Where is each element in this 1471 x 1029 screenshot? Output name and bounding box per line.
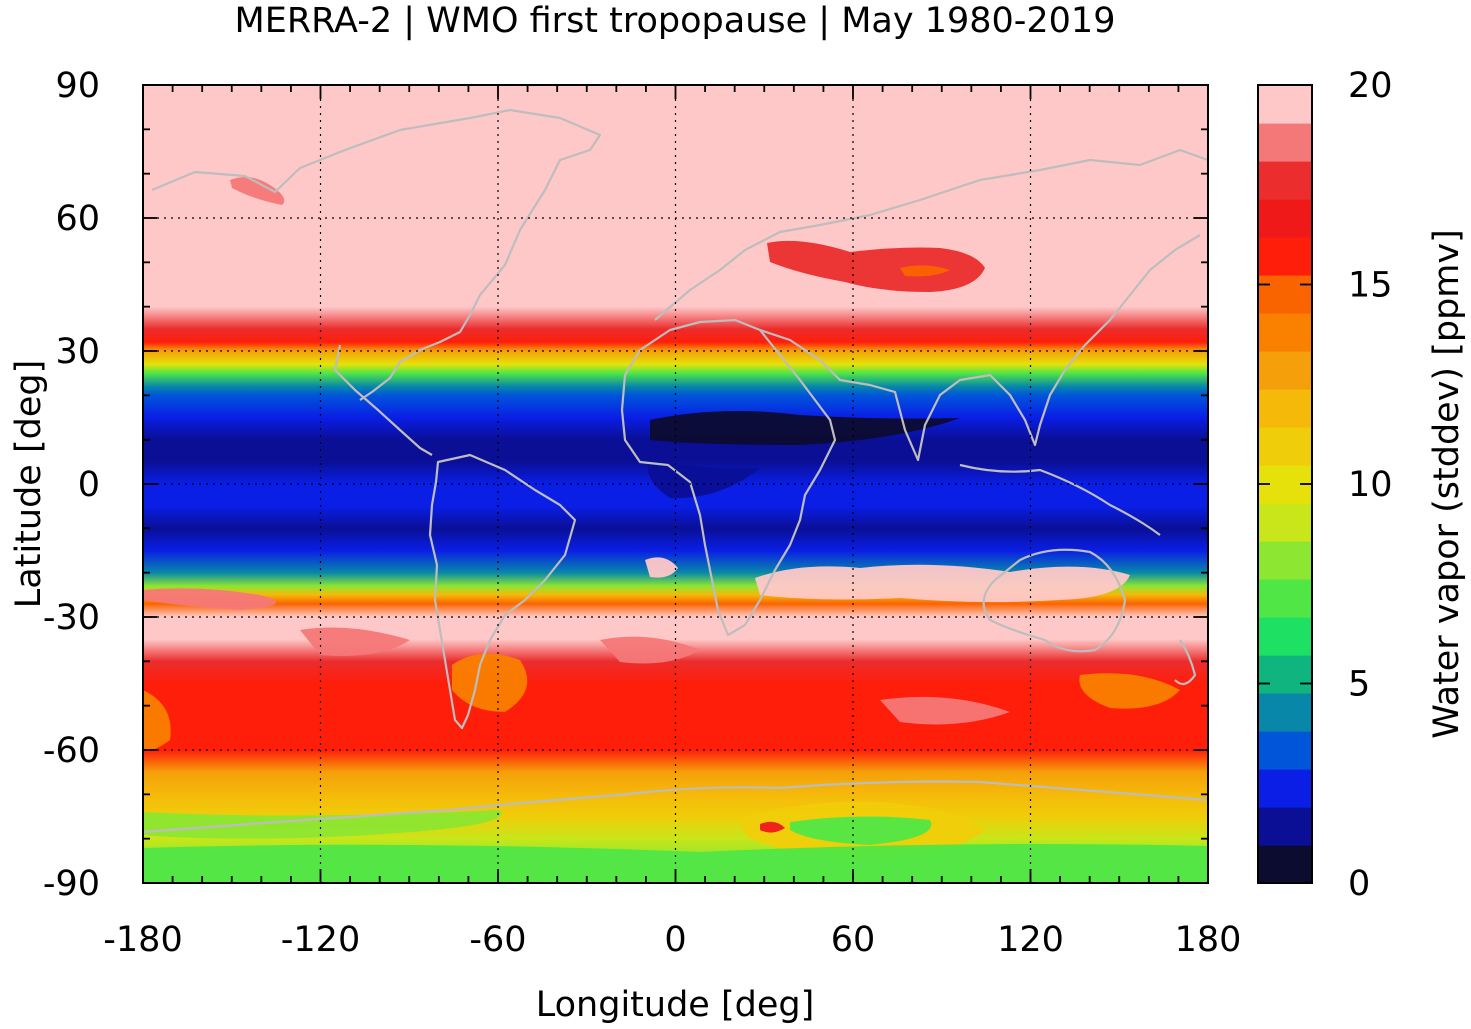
heatmap-feature xyxy=(1079,673,1180,709)
heatmap-feature xyxy=(648,460,760,499)
coastline xyxy=(982,548,1127,653)
heatmap-feature xyxy=(760,821,785,833)
colorbar-tick-label: 5 xyxy=(1348,665,1370,705)
colorbar-swatch xyxy=(1258,503,1312,542)
colorbar-swatch xyxy=(1258,845,1312,884)
coastline xyxy=(333,344,433,456)
coastline xyxy=(151,108,602,401)
colorbar-swatch xyxy=(1258,731,1312,770)
x-tick-label: 120 xyxy=(997,920,1064,960)
colorbar-tick-label: 10 xyxy=(1348,465,1393,505)
coastline xyxy=(1174,639,1197,686)
x-tick-label: 0 xyxy=(664,920,686,960)
y-tick-labels: 90 60 30 0 -30 -60 -90 xyxy=(43,66,100,904)
heatmap-feature xyxy=(300,627,410,656)
heatmap-feature xyxy=(767,240,985,292)
heatmap-feature xyxy=(143,810,502,839)
colorbar-swatch xyxy=(1258,427,1312,466)
colorbar-swatch xyxy=(1258,769,1312,808)
x-tick-label: -120 xyxy=(281,920,360,960)
colorbar-swatch xyxy=(1258,579,1312,618)
x-tick-label: 180 xyxy=(1175,920,1242,960)
colorbar-swatch xyxy=(1258,655,1312,694)
grid-lines xyxy=(143,85,1208,883)
colorbar-swatch xyxy=(1258,199,1312,238)
heatmap-feature xyxy=(452,653,528,712)
x-tick-label: 60 xyxy=(831,920,876,960)
y-tick-label: 30 xyxy=(55,332,100,372)
plot-area xyxy=(143,85,1208,883)
colorbar-swatch xyxy=(1258,807,1312,846)
colorbar-tick-label: 0 xyxy=(1348,864,1370,904)
x-tick-label: -60 xyxy=(469,920,526,960)
y-tick-label: -60 xyxy=(43,731,100,771)
colorbar-swatch xyxy=(1258,123,1312,162)
colorbar-tick-label: 20 xyxy=(1348,66,1393,106)
coastline xyxy=(428,453,577,730)
heatmap-feature xyxy=(600,636,700,664)
colorbar-swatch xyxy=(1258,351,1312,390)
colorbar-swatch xyxy=(1258,693,1312,732)
heatmap-feature xyxy=(900,265,950,277)
y-tick-label: 0 xyxy=(78,465,100,505)
heatmap-feature xyxy=(755,564,1130,603)
coastline xyxy=(620,318,837,637)
colorbar-ticks: 20 15 10 5 0 xyxy=(1258,66,1393,904)
colorbar-swatch xyxy=(1258,161,1312,200)
x-axis-label: Longitude [deg] xyxy=(536,985,814,1025)
colorbar-swatch xyxy=(1258,313,1312,352)
colorbar-swatch xyxy=(1258,275,1312,314)
y-tick-label: 90 xyxy=(55,66,100,106)
coastline xyxy=(654,148,1208,321)
coastline xyxy=(959,463,1161,536)
colorbar-swatch xyxy=(1258,617,1312,656)
y-tick-label: -30 xyxy=(43,598,100,638)
colorbar-swatch xyxy=(1258,389,1312,428)
chart-title: MERRA-2 | WMO first tropopause | May 198… xyxy=(235,1,1116,41)
x-tick-label: -180 xyxy=(103,920,182,960)
colorbar-label: Water vapor (stddev) [ppmv] xyxy=(1427,229,1467,739)
y-axis-label: Latitude [deg] xyxy=(9,360,49,608)
colorbar-swatch xyxy=(1258,237,1312,276)
heatmap-feature xyxy=(650,411,960,445)
axis-ticks xyxy=(142,84,1209,884)
colorbar-swatch xyxy=(1258,541,1312,580)
heatmap-feature xyxy=(645,557,678,578)
heatmap-feature xyxy=(230,176,285,205)
colorbar-tick-label: 15 xyxy=(1348,266,1393,306)
heatmap-feature xyxy=(790,816,932,845)
coastline xyxy=(759,234,1201,462)
y-tick-label: 60 xyxy=(55,199,100,239)
coastline xyxy=(143,780,1208,834)
x-tick-labels: -180 -120 -60 0 60 120 180 xyxy=(103,920,1241,960)
colorbar-swatch xyxy=(1258,85,1312,124)
heatmap-feature xyxy=(143,588,276,610)
heatmap-feature xyxy=(880,696,1010,725)
y-tick-label: -90 xyxy=(43,864,100,904)
coastlines xyxy=(143,108,1208,834)
colorbar xyxy=(1258,85,1312,884)
